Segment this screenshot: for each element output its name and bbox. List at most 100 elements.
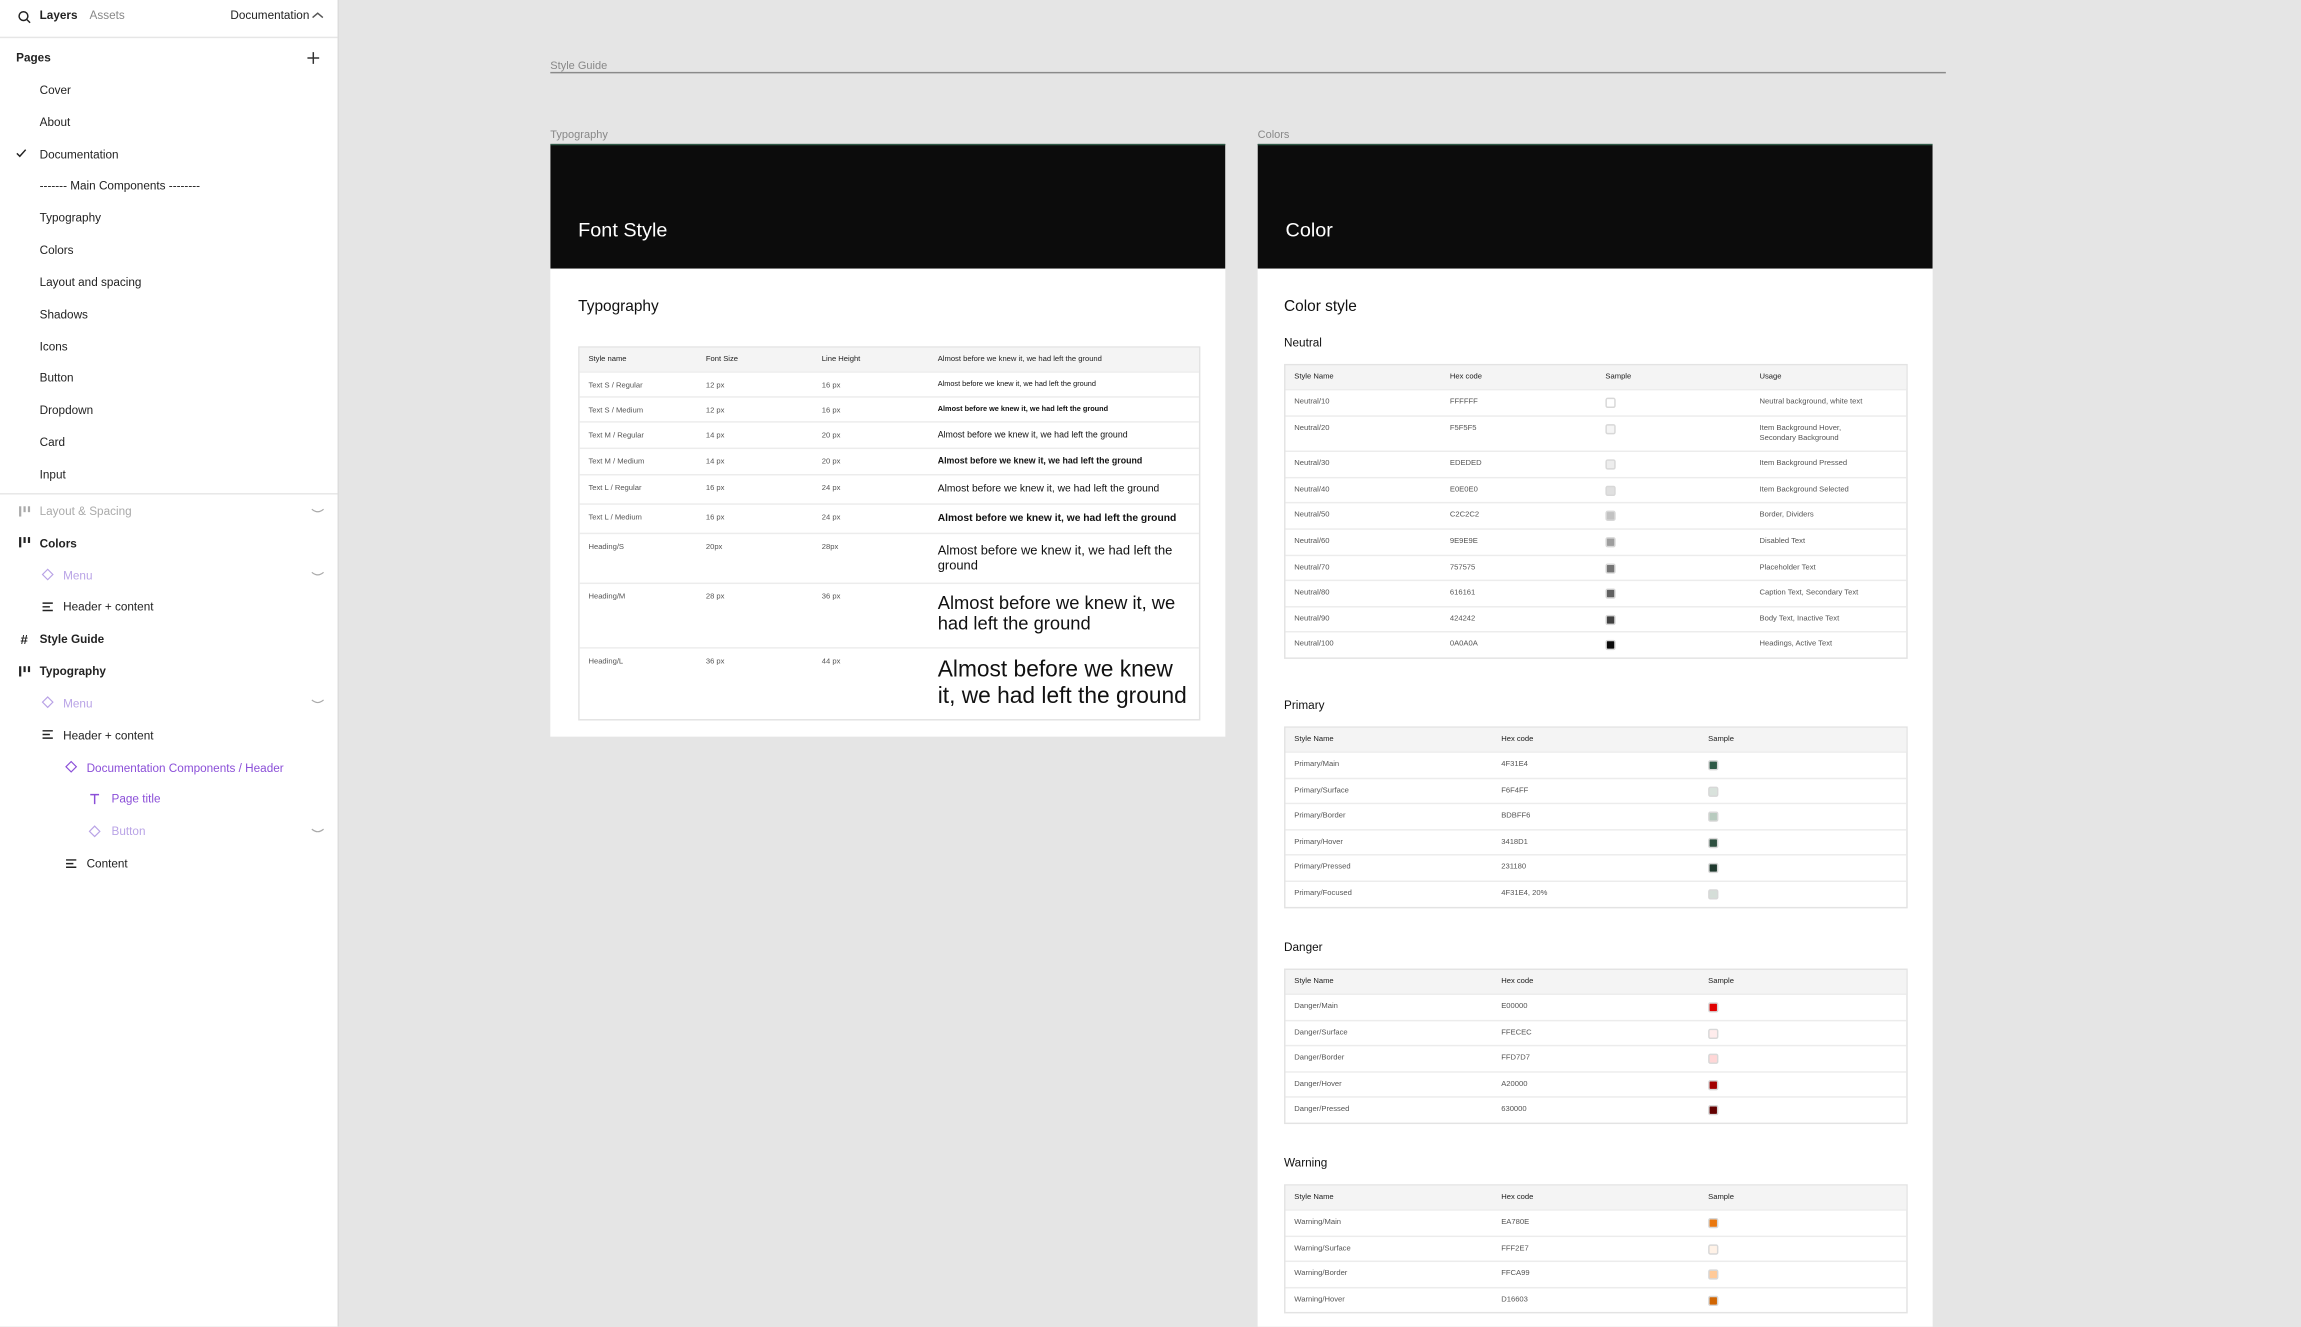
layer-item[interactable]: Header + content [63, 600, 154, 615]
page-item[interactable]: Input [39, 468, 66, 482]
layer-item[interactable]: Colors [39, 536, 77, 551]
page-item[interactable]: Button [39, 371, 74, 386]
table-cell: Heading/S [588, 542, 625, 552]
page-item[interactable]: Dropdown [39, 403, 94, 418]
color-swatch [1605, 485, 1616, 496]
assets-tab[interactable]: Assets [89, 8, 125, 23]
icon-part [19, 537, 31, 548]
layers-panel: Layers Assets Documentation Pages Cover About… [0, 0, 339, 1327]
page-item[interactable]: Card [39, 436, 66, 450]
table-cell: 28 px [705, 592, 725, 602]
page-item[interactable]: Icons [39, 339, 68, 354]
table-cell: Primary/Surface [1294, 785, 1349, 795]
table-cell: Almost before we knew it, we had left th… [937, 513, 1177, 524]
file-name[interactable]: Documentation [230, 8, 310, 23]
table-cell: Almost before we knew it, we had left th… [937, 431, 1128, 441]
sample-cell [1699, 1105, 1906, 1116]
layer-item[interactable]: Documentation Components / Header [86, 761, 284, 775]
table-cell: 36 px [821, 592, 841, 602]
table-cell: Danger/Pressed [1294, 1105, 1350, 1115]
icon-part [41, 696, 54, 709]
table-cell: FFCA99 [1501, 1269, 1530, 1279]
page-item[interactable]: Typography [39, 211, 101, 225]
page-item[interactable]: Colors [39, 243, 74, 258]
color-table: Style Name Hex code Sample Danger/Main E0000… [1284, 968, 1908, 1125]
icon-part [311, 700, 324, 704]
table-cell: Text L / Medium [588, 513, 642, 523]
sample-cell [1699, 785, 1906, 797]
table-cell: Text L / Regular [588, 483, 642, 493]
column-header: Hex code [1501, 735, 1534, 745]
icon-part [27, 665, 31, 672]
table-row: Heading/S 20px 28px Almost before we knew i… [579, 532, 1199, 583]
layer-item[interactable]: Button [111, 825, 146, 839]
layer-item[interactable]: Menu [63, 568, 93, 583]
color-swatch [1708, 1053, 1719, 1065]
table-cell: E00000 [1501, 1002, 1528, 1012]
table-cell: 16 px [821, 406, 841, 416]
table-header: Style Name Hex code Sample [1285, 970, 1907, 994]
table-row: Text S / Regular 12 px 16 px Almost before … [579, 371, 1199, 396]
layer-item[interactable]: Style Guide [39, 632, 105, 647]
table-cell: BDBFF6 [1501, 811, 1531, 821]
page-item[interactable]: About [39, 115, 71, 129]
layer-item[interactable]: Layout & Spacing [39, 504, 132, 519]
color-swatch [1708, 1295, 1719, 1306]
table-cell: Neutral/50 [1294, 511, 1330, 520]
column-header: Usage [1759, 372, 1782, 382]
icon-part [311, 572, 324, 576]
table-cell: 44 px [821, 657, 841, 667]
layer-item[interactable]: Page title [111, 793, 161, 807]
layer-item[interactable]: Content [86, 857, 128, 871]
table-cell: Border, Dividers [1759, 511, 1814, 520]
icon-part: # [21, 632, 29, 645]
table-row: Warning/Border FFCA99 [1285, 1260, 1907, 1287]
column-header: Sample [1708, 1193, 1734, 1202]
color-swatch [1708, 1269, 1719, 1280]
section-title: Typography [578, 297, 659, 316]
table-cell: D16603 [1501, 1295, 1528, 1305]
color-swatch [1708, 1243, 1719, 1255]
icon-part [311, 508, 324, 512]
frame-header: Color [1257, 143, 1933, 269]
page-item[interactable]: Cover [39, 83, 71, 97]
table-row: Heading/M 28 px 36 px Almost before we knew… [579, 582, 1199, 647]
table-cell: Primary/Main [1294, 760, 1340, 769]
sample-cell [1699, 863, 1906, 874]
table-cell: Danger/Hover [1294, 1079, 1342, 1089]
table-cell: 36 px [705, 657, 725, 667]
color-swatch [1605, 397, 1616, 408]
sample-cell [1699, 889, 1906, 900]
layer-item[interactable]: Menu [63, 697, 93, 711]
sample-cell [1597, 397, 1751, 408]
icon-part [65, 760, 78, 773]
layer-item[interactable]: Typography [39, 664, 106, 679]
frame-icon [18, 536, 31, 549]
table-cell: 20 px [821, 431, 841, 441]
icon-part [16, 149, 27, 158]
text-icon [88, 792, 101, 805]
page-item[interactable]: Shadows [39, 307, 88, 322]
page-item[interactable]: Documentation [39, 147, 119, 161]
lines-icon [41, 600, 54, 613]
table-cell: 16 px [705, 513, 725, 523]
icon-part [41, 568, 54, 581]
icon-part [312, 12, 324, 19]
layers-tab[interactable]: Layers [39, 8, 78, 23]
page-item[interactable]: Layout and spacing [39, 275, 142, 290]
color-swatch [1708, 760, 1719, 771]
table-row: Neutral/50 C2C2C2 Border, Dividers [1285, 502, 1907, 528]
table-row: Warning/Hover D16603 [1285, 1286, 1907, 1313]
table-cell: EA780E [1501, 1218, 1530, 1227]
table-cell: Neutral/80 [1294, 588, 1330, 598]
icon-part [19, 537, 22, 548]
check-icon [15, 147, 28, 160]
color-swatch [1605, 511, 1616, 522]
layer-item[interactable]: Header + content [63, 729, 154, 743]
page-item[interactable]: ------- Main Components -------- [39, 179, 201, 193]
sample-cell [1699, 1269, 1906, 1280]
table-row: Primary/Pressed 231180 [1285, 854, 1907, 881]
color-swatch [1708, 1079, 1719, 1091]
diamond-icon [41, 696, 54, 709]
table-cell: Danger/Main [1294, 1002, 1338, 1012]
